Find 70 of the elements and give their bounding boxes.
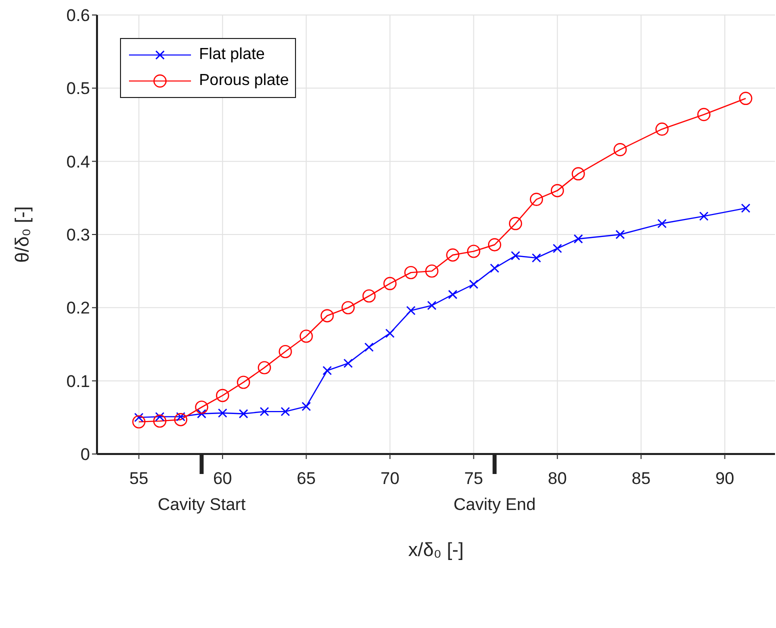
- point: [343, 358, 353, 368]
- point: [572, 167, 585, 180]
- point: [320, 309, 334, 322]
- point: [196, 409, 206, 418]
- point: [132, 415, 146, 428]
- point: [448, 290, 458, 300]
- x-tick-label: 60: [213, 469, 232, 488]
- x-tick-label: 90: [715, 469, 734, 488]
- point: [657, 218, 667, 228]
- ref-line-label: Cavity Start: [158, 495, 246, 514]
- x-tick-label: 75: [464, 469, 484, 488]
- point: [236, 376, 250, 389]
- y-tick-label: 0.2: [66, 298, 90, 318]
- point: [510, 251, 520, 260]
- point: [739, 92, 752, 106]
- point: [364, 342, 374, 352]
- point: [302, 402, 311, 412]
- point: [342, 301, 355, 314]
- y-tick-label: 0.5: [66, 79, 90, 98]
- point: [238, 409, 248, 418]
- point: [406, 306, 416, 316]
- point: [530, 192, 544, 206]
- point: [385, 328, 395, 338]
- point: [425, 264, 438, 278]
- y-tick-label: 0.6: [66, 6, 90, 26]
- point: [280, 406, 290, 416]
- x-tick-label: 70: [380, 469, 400, 488]
- point: [322, 366, 332, 376]
- point: [655, 122, 669, 136]
- y-tick-label: 0: [80, 445, 90, 464]
- point: [490, 264, 500, 273]
- point: [362, 289, 376, 303]
- point: [488, 238, 502, 252]
- y-axis-title: θ/δ₀ [-]: [12, 206, 34, 263]
- x-tick-label: 85: [632, 469, 651, 488]
- point: [574, 234, 583, 244]
- x-tick-label: 55: [129, 469, 148, 488]
- ref-line-label: Cavity End: [453, 495, 536, 514]
- point: [174, 413, 188, 426]
- legend-label: Porous plate: [199, 72, 289, 90]
- point: [300, 330, 313, 343]
- y-tick-label: 0.4: [66, 152, 90, 172]
- point: [532, 253, 542, 263]
- point: [383, 276, 397, 290]
- y-tick-label: 0.3: [66, 226, 90, 245]
- x-tick-label: 65: [296, 469, 316, 488]
- y-tick-label: 0.1: [66, 372, 90, 391]
- point: [216, 388, 230, 402]
- point: [404, 266, 418, 280]
- point: [508, 216, 522, 230]
- point: [260, 406, 270, 416]
- point: [550, 184, 564, 198]
- point: [614, 143, 627, 156]
- point: [153, 414, 166, 428]
- point: [427, 300, 436, 310]
- point: [258, 361, 272, 374]
- x-tick-label: 80: [548, 469, 567, 488]
- x-axis-title: x/δ₀ [-]: [408, 540, 464, 561]
- point: [446, 248, 460, 262]
- point: [467, 244, 480, 258]
- legend-label: Flat plate: [199, 46, 265, 64]
- point: [218, 408, 228, 418]
- point: [195, 400, 208, 414]
- point: [278, 344, 292, 358]
- point: [699, 212, 708, 221]
- point: [697, 108, 710, 122]
- point: [552, 244, 562, 254]
- point: [741, 204, 750, 213]
- point: [469, 280, 478, 289]
- point: [616, 230, 625, 240]
